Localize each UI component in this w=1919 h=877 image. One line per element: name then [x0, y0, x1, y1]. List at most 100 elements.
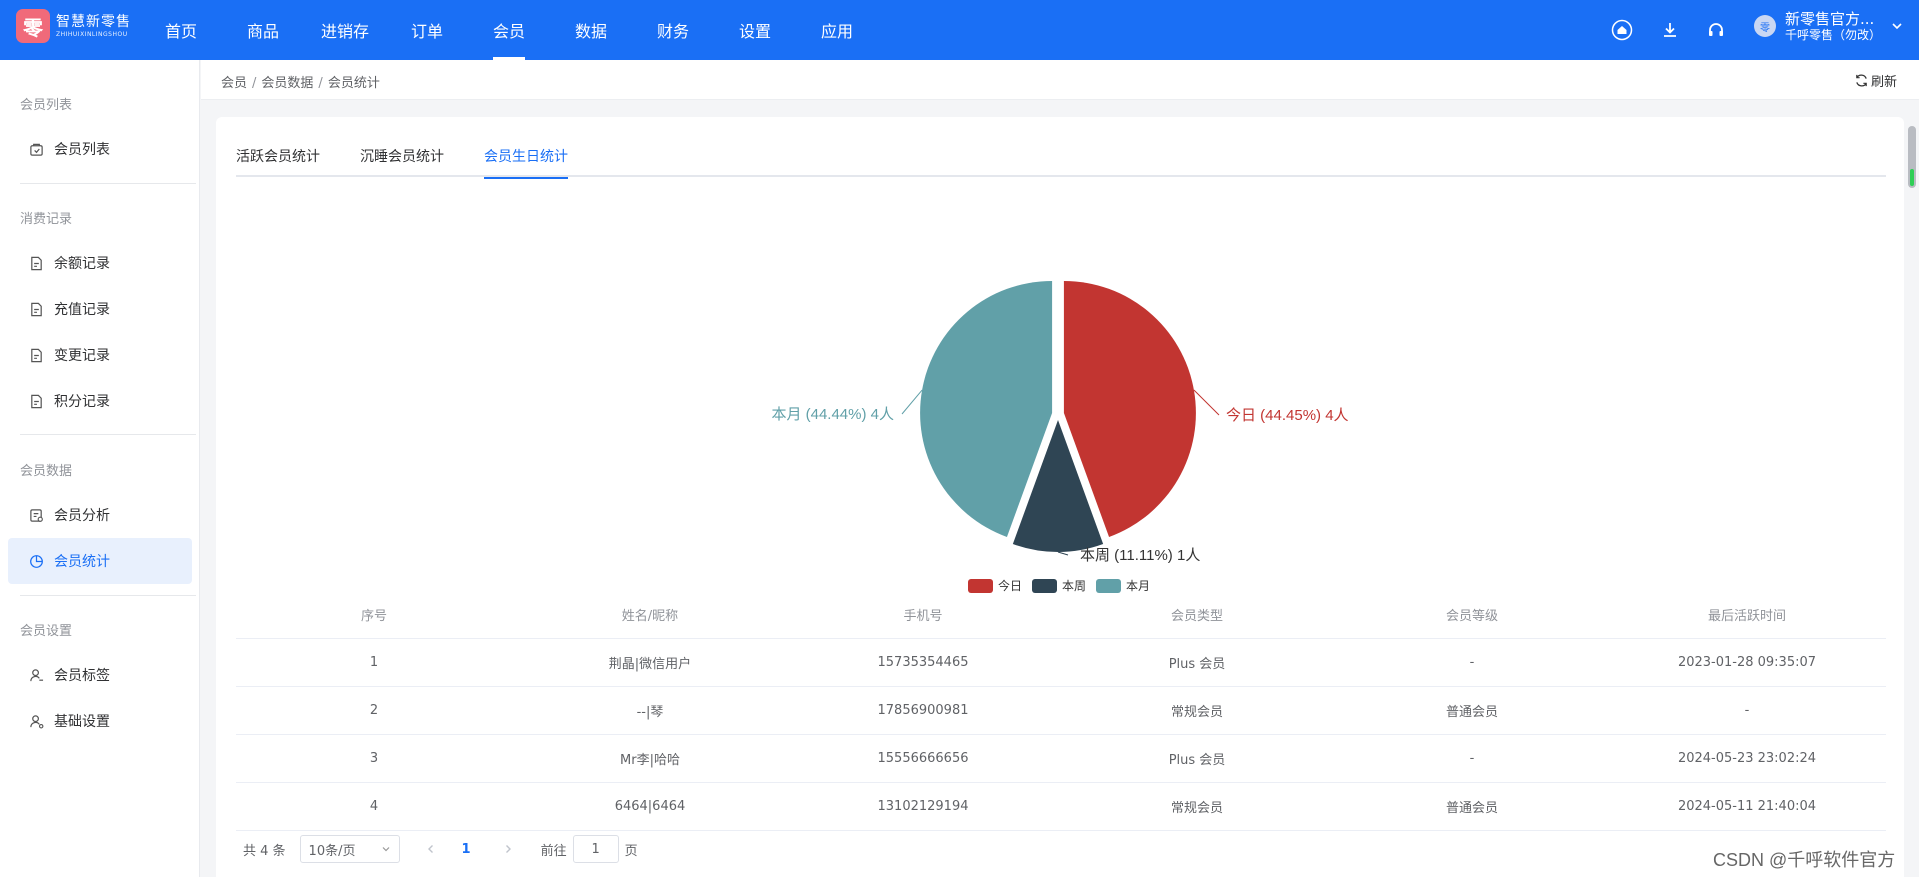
column-header: 序号: [360, 609, 387, 624]
pie-icon: [28, 553, 44, 569]
goto-prefix: 前往: [540, 843, 567, 859]
pie-slice-2[interactable]: [920, 280, 1053, 537]
doc-icon: [28, 347, 44, 363]
home-icon[interactable]: [1610, 18, 1634, 42]
sidebar-item-member-tags[interactable]: 会员标签: [8, 652, 192, 698]
legend-item[interactable]: 本月: [1096, 579, 1150, 593]
sidebar-group-title: 消费记录: [20, 212, 73, 227]
doc-icon: [28, 301, 44, 317]
user-settings-icon: [28, 713, 44, 729]
user-info: 新零售官方... 千呼零售（勿改）: [1785, 10, 1881, 42]
refresh-icon: [1856, 74, 1867, 87]
nav-item-home[interactable]: 首页: [164, 22, 197, 41]
table-cell: 3: [369, 751, 379, 766]
table-cell: 15556666656: [877, 751, 969, 766]
sidebar-item-label: 会员统计: [54, 554, 110, 570]
legend-item[interactable]: 本周: [1032, 579, 1086, 593]
brand-subtitle: ZHIHUIXINLINGSHOU: [56, 30, 128, 38]
table-cell: 1: [369, 655, 379, 670]
download-icon[interactable]: [1658, 18, 1682, 42]
main-nav: 首页 商品 进销存 订单 会员 数据 财务 设置 应用: [140, 0, 878, 60]
table-cell: --|琴: [636, 705, 664, 720]
page-number[interactable]: 1: [461, 841, 471, 857]
analysis-icon: [28, 507, 44, 523]
nav-item-inventory[interactable]: 进销存: [320, 22, 369, 41]
user-name: 新零售官方...: [1785, 10, 1875, 28]
avatar: 零: [1754, 15, 1776, 38]
sidebar-item-member-stats[interactable]: 会员统计: [8, 538, 192, 584]
sidebar-item-recharge-record[interactable]: 充值记录: [8, 286, 192, 332]
user-menu[interactable]: 零 新零售官方... 千呼零售（勿改）: [1754, 10, 1903, 42]
table-cell: 普通会员: [1445, 801, 1498, 816]
table-cell: Mr李|哈哈: [620, 753, 680, 768]
sidebar-divider: [20, 434, 196, 435]
table-row[interactable]: 3 Mr李|哈哈 15556666656 Plus 会员 - 2024-05-23 23:…: [236, 735, 1886, 783]
pie-slice-0[interactable]: [1063, 280, 1196, 537]
nav-item-orders[interactable]: 订单: [410, 22, 443, 41]
vertical-scrollbar[interactable]: [1908, 126, 1916, 188]
table-cell: -: [1469, 751, 1475, 766]
tab-dormant-member-stats[interactable]: 沉睡会员统计: [360, 149, 444, 165]
sidebar-group-title: 会员设置: [20, 624, 73, 639]
legend-swatch: [1032, 579, 1057, 593]
pie-label-line: [901, 389, 923, 415]
refresh-button[interactable]: 刷新: [1854, 71, 1897, 90]
table-row[interactable]: 4 6464|6464 13102129194 常规会员 普通会员 2024-05-11 …: [236, 783, 1886, 831]
nav-item-goods[interactable]: 商品: [246, 22, 279, 41]
sidebar-group-title: 会员列表: [20, 98, 73, 113]
breadcrumb-item[interactable]: 会员数据: [261, 76, 314, 91]
table-row[interactable]: 2 --|琴 17856900981 常规会员 普通会员 -: [236, 687, 1886, 735]
tab-bar: 活跃会员统计 沉睡会员统计 会员生日统计: [236, 137, 1886, 179]
legend-swatch: [1096, 579, 1121, 593]
pagination-total: 共 4 条: [243, 843, 286, 859]
logo-mark: 零: [16, 9, 50, 43]
tab-active-member-stats[interactable]: 活跃会员统计: [236, 149, 320, 165]
scroll-indicator: [1910, 169, 1914, 186]
sidebar-item-change-record[interactable]: 变更记录: [8, 332, 192, 378]
legend-swatch: [968, 579, 993, 593]
nav-item-members[interactable]: 会员: [468, 0, 550, 60]
sidebar-item-member-list[interactable]: 会员列表: [8, 126, 192, 172]
sidebar-item-member-analysis[interactable]: 会员分析: [8, 492, 192, 538]
brand-logo[interactable]: 零 智慧新零售 ZHIHUIXINLINGSHOU: [16, 9, 131, 43]
table-cell: 常规会员: [1170, 705, 1223, 720]
pie-label: 本周 (11.11%) 1人: [1080, 547, 1200, 564]
page-size-value: 10条/页: [308, 843, 356, 859]
nav-item-settings[interactable]: 设置: [738, 22, 771, 41]
legend-label: 今日: [998, 578, 1022, 593]
sidebar-item-label: 积分记录: [54, 394, 110, 410]
table-cell: Plus 会员: [1168, 753, 1226, 768]
tab-birthday-stats[interactable]: 会员生日统计: [484, 137, 568, 179]
table-cell: -: [1469, 655, 1475, 670]
prev-page-icon[interactable]: [425, 843, 437, 855]
pie-slice-1[interactable]: [1012, 420, 1104, 552]
table-row[interactable]: 1 荆晶|微信用户 15735354465 Plus 会员 - 2023-01-28 09…: [236, 639, 1886, 687]
legend-item[interactable]: 今日: [968, 578, 1022, 593]
doc-icon: [28, 393, 44, 409]
sidebar-item-label: 余额记录: [54, 256, 110, 272]
nav-item-finance[interactable]: 财务: [656, 22, 689, 41]
pie-label: 本月 (44.44%) 4人: [771, 406, 894, 423]
breadcrumb-item[interactable]: 会员: [221, 76, 248, 91]
table-cell: 17856900981: [877, 703, 969, 718]
sidebar-item-points-record[interactable]: 积分记录: [8, 378, 192, 424]
nav-item-apps[interactable]: 应用: [820, 22, 853, 41]
chevron-down-icon[interactable]: [1891, 20, 1903, 32]
sidebar-item-basic-settings[interactable]: 基础设置: [8, 698, 192, 744]
legend-label: 本周: [1062, 579, 1086, 593]
table-cell: 2024-05-11 21:40:04: [1677, 799, 1817, 814]
table-cell: 常规会员: [1170, 801, 1223, 816]
member-list-icon: [28, 141, 44, 157]
nav-item-data[interactable]: 数据: [574, 22, 607, 41]
sidebar-divider: [20, 595, 196, 596]
sidebar-item-label: 充值记录: [54, 302, 110, 318]
headset-icon[interactable]: [1704, 18, 1728, 42]
next-page-icon[interactable]: [502, 843, 514, 855]
sidebar-item-balance-record[interactable]: 余额记录: [8, 240, 192, 286]
column-header: 会员类型: [1170, 609, 1223, 624]
goto-page-input[interactable]: 1: [572, 835, 619, 863]
pagination: 共 4 条 10条/页 1 前往 1 页: [243, 834, 638, 864]
table-cell: Plus 会员: [1168, 657, 1226, 672]
page-size-select[interactable]: 10条/页: [299, 835, 400, 863]
